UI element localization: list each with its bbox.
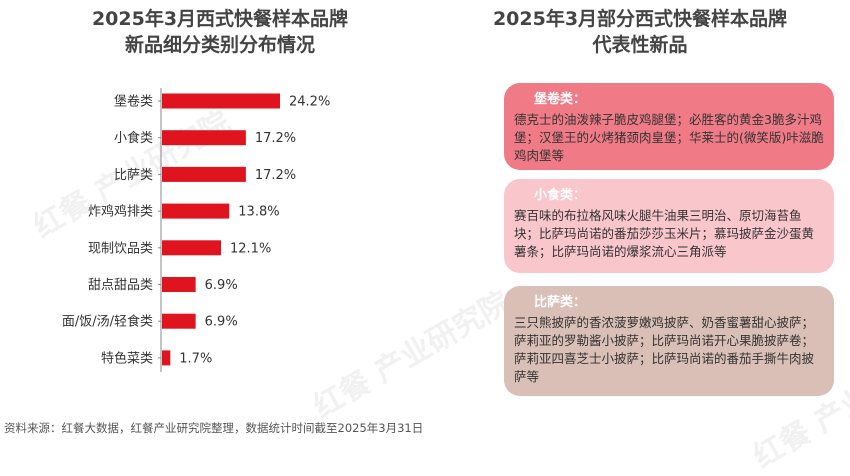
cards-title: 2025年3月部分西式快餐样本品牌 代表性新品 [440, 6, 840, 58]
category-label: 甜点甜品类 [88, 277, 153, 293]
value-label: 1.7% [179, 351, 212, 366]
card-snack-title: 小食类： [534, 188, 587, 203]
value-label: 17.2% [255, 131, 296, 146]
chart-title-line2: 新品细分类别分布情况 [124, 34, 315, 56]
bar [162, 93, 280, 109]
card-burger-text: 德克士的油泼辣子脆皮鸡腿堡；必胜客的黄金3脆多汁鸡堡；汉堡王的火烤猪颈肉皇堡；华… [514, 112, 824, 163]
value-label: 6.9% [205, 278, 238, 293]
bar [162, 277, 196, 292]
category-label: 比萨类 [114, 168, 153, 183]
bar [162, 313, 196, 329]
card-snack-text: 赛百味的布拉格风味火腿牛油果三明治、原切海苔鱼块；比萨玛尚诺的番茄莎莎玉米片；慕… [514, 208, 815, 259]
card-burger: 堡卷类： 德克士的油泼辣子脆皮鸡腿堡；必胜客的黄金3脆多汁鸡堡；汉堡王的火烤猪颈… [504, 83, 834, 170]
value-label: 13.8% [238, 205, 279, 220]
value-label: 6.9% [205, 315, 238, 330]
bar [162, 240, 221, 256]
category-label: 炸鸡鸡排类 [88, 204, 153, 220]
value-label: 17.2% [255, 168, 296, 183]
bar [162, 166, 246, 182]
bar [162, 350, 171, 366]
source-note: 资料来源：红餐大数据，红餐产业研究院整理，数据统计时间截至2025年3月31日 [4, 421, 424, 435]
category-label: 面/饭/汤/轻食类 [62, 314, 153, 330]
cards-title-line1: 2025年3月部分西式快餐样本品牌 [492, 8, 788, 30]
category-label: 堡卷类 [114, 94, 153, 110]
chart-title-line1: 2025年3月西式快餐样本品牌 [91, 8, 349, 30]
category-label: 小食类 [114, 130, 153, 146]
card-burger-title: 堡卷类： [534, 92, 587, 107]
card-pizza-text: 三只熊披萨的香浓菠萝嫩鸡披萨、奶香蜜薯甜心披萨；萨莉亚的罗勒酱小披萨；比萨玛尚诺… [514, 315, 815, 384]
category-label: 特色菜类 [101, 350, 153, 366]
category-label: 现制饮品类 [88, 241, 153, 256]
card-pizza: 比萨类： 三只熊披萨的香浓菠萝嫩鸡披萨、奶香蜜薯甜心披萨；萨莉亚的罗勒酱小披萨；… [504, 286, 834, 396]
bar [162, 130, 246, 146]
chart-title: 2025年3月西式快餐样本品牌 新品细分类别分布情况 [10, 6, 430, 58]
card-snack: 小食类： 赛百味的布拉格风味火腿牛油果三明治、原切海苔鱼块；比萨玛尚诺的番茄莎莎… [504, 179, 834, 273]
value-label: 24.2% [289, 95, 330, 110]
bar [162, 203, 230, 219]
card-pizza-title: 比萨类： [534, 295, 587, 310]
value-label: 12.1% [230, 241, 271, 256]
bar-chart: 堡卷类 24.2% 小食类 17.2% 比萨类 17.2% 炸鸡鸡排类 13.8% 现制饮品类 1… [62, 88, 330, 372]
cards-title-line2: 代表性新品 [592, 34, 688, 56]
